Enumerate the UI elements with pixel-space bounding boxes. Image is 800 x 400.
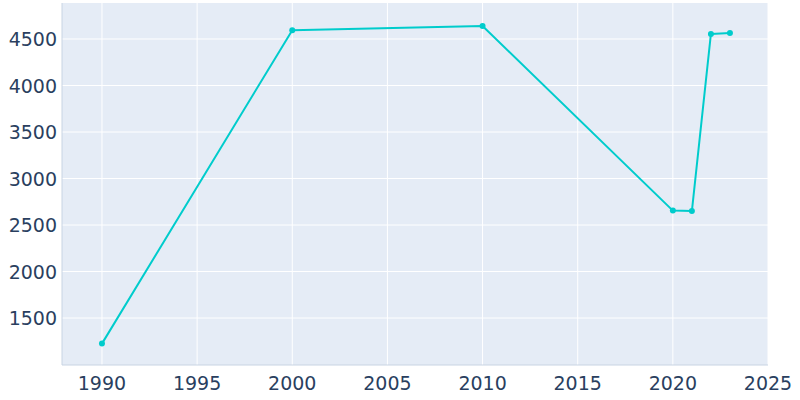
y-tick-label: 2000	[9, 261, 57, 283]
y-grid-line	[62, 271, 768, 272]
point	[689, 208, 695, 214]
x-tick-label: 1990	[78, 372, 126, 394]
x-tick-label: 2005	[363, 372, 411, 394]
chart: 1990 1995 2000 2005 2010 2015 2020 2025 1500 2000…	[0, 0, 800, 400]
x-tick-label: 2010	[458, 372, 506, 394]
x-grid-line	[577, 3, 578, 365]
chart-container: 1990 1995 2000 2005 2010 2015 2020 2025 1500 2000…	[0, 0, 800, 400]
y-grid-line	[62, 318, 768, 319]
x-grid-line	[482, 3, 483, 365]
x-tick-label: 2015	[554, 372, 602, 394]
y-grid-line	[62, 178, 768, 179]
x-grid-line	[387, 3, 388, 365]
y-grid-line	[62, 85, 768, 86]
y-grid-line	[62, 38, 768, 39]
y-tick-label: 3000	[9, 168, 57, 190]
grid	[62, 3, 768, 365]
line	[102, 26, 730, 344]
x-tick-label: 2000	[268, 372, 316, 394]
x-axis-line	[62, 365, 768, 366]
y-axis-line	[62, 3, 63, 365]
x-grid-line	[292, 3, 293, 365]
data-group	[99, 23, 733, 347]
y-tick-label: 3500	[9, 121, 57, 143]
point	[289, 27, 295, 33]
plot-background	[62, 3, 768, 365]
x-tick-label: 2020	[649, 372, 697, 394]
x-tick-label: 2025	[744, 372, 792, 394]
y-grid-line	[62, 225, 768, 226]
point	[727, 30, 733, 36]
x-grid-line	[672, 3, 673, 365]
point	[708, 31, 714, 37]
point	[480, 23, 486, 29]
tick-labels: 1990 1995 2000 2005 2010 2015 2020 2025 1500 2000…	[9, 28, 793, 394]
x-grid-line	[101, 3, 102, 365]
y-tick-label: 1500	[9, 307, 57, 329]
point	[670, 208, 676, 214]
y-tick-label: 4000	[9, 75, 57, 97]
y-tick-label: 2500	[9, 214, 57, 236]
x-grid-line	[768, 3, 769, 365]
y-grid-line	[62, 132, 768, 133]
x-tick-label: 1995	[173, 372, 221, 394]
point	[99, 341, 105, 347]
y-tick-label: 4500	[9, 28, 57, 50]
x-grid-line	[197, 3, 198, 365]
